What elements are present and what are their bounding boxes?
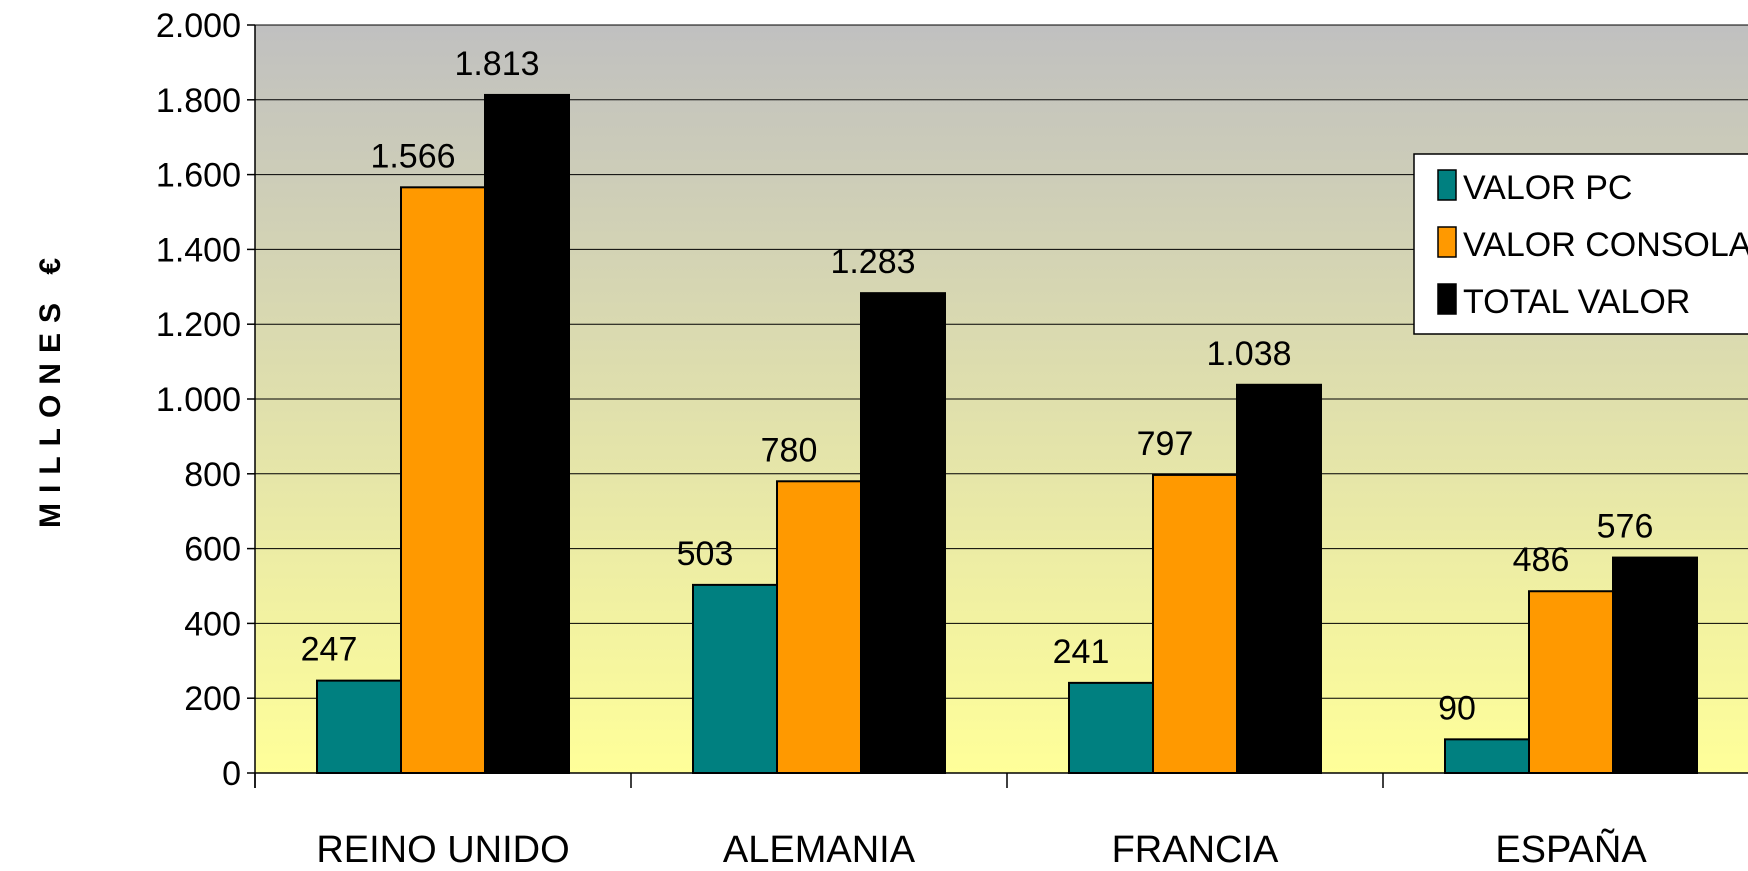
y-tick-label: 1.400 [156, 231, 241, 269]
bar-valor-pc [1444, 738, 1530, 775]
y-tick-label: 800 [184, 456, 241, 494]
y-tick-label: 0 [222, 755, 241, 793]
x-category-label: FRANCIA [1112, 829, 1279, 871]
legend-swatch [1437, 169, 1457, 201]
y-tick-label: 200 [184, 680, 241, 718]
bar-total-valor [1236, 383, 1322, 774]
bar-valor-consolas [776, 480, 862, 774]
data-label: 1.283 [830, 243, 915, 281]
bar-valor-consolas [400, 186, 486, 775]
legend-label: VALOR PC [1463, 169, 1632, 207]
y-axis-label: MILLONES € [34, 248, 67, 528]
y-tick-label: 2.000 [156, 7, 241, 45]
data-label: 90 [1438, 689, 1476, 727]
bars [316, 93, 1698, 775]
legend: VALOR PC VALOR CONSOLAS TOTAL VALOR [1413, 153, 1748, 335]
bar-valor-consolas [1152, 473, 1238, 774]
data-label: 576 [1597, 508, 1654, 546]
y-tick-label: 600 [184, 531, 241, 569]
x-category-label: ESPAÑA [1495, 828, 1647, 871]
bar-total-valor [860, 292, 946, 774]
legend-swatch [1437, 226, 1457, 258]
bar-total-valor [484, 93, 570, 775]
data-label: 1.813 [454, 45, 539, 83]
y-tick-label: 1.800 [156, 82, 241, 120]
bar-valor-pc [692, 583, 778, 774]
legend-label: VALOR CONSOLAS [1463, 226, 1748, 264]
labels: 0 200 400 600 800 1.000 1.200 1.400 1.600 1.800 2.… [156, 7, 1653, 871]
y-tick-label: 400 [184, 605, 241, 643]
data-label: 1.038 [1206, 335, 1291, 373]
x-category-label: ALEMANIA [723, 829, 916, 871]
data-label: 1.566 [370, 137, 455, 175]
legend-swatch [1437, 283, 1457, 315]
bar-valor-consolas [1528, 590, 1614, 775]
data-label: 486 [1513, 541, 1570, 579]
data-label: 780 [761, 431, 818, 469]
data-label: 797 [1137, 425, 1194, 463]
data-label: 247 [301, 631, 358, 669]
x-category-label: REINO UNIDO [316, 829, 569, 871]
data-label: 241 [1053, 633, 1110, 671]
legend-box [1413, 153, 1748, 335]
y-tick-label: 1.200 [156, 306, 241, 344]
bar-valor-pc [316, 679, 402, 775]
y-tick-label: 1.000 [156, 381, 241, 419]
data-label: 503 [677, 535, 734, 573]
legend-label: TOTAL VALOR [1463, 283, 1690, 321]
bar-total-valor [1612, 556, 1698, 774]
bar-valor-pc [1068, 681, 1154, 775]
y-tick-label: 1.600 [156, 157, 241, 195]
